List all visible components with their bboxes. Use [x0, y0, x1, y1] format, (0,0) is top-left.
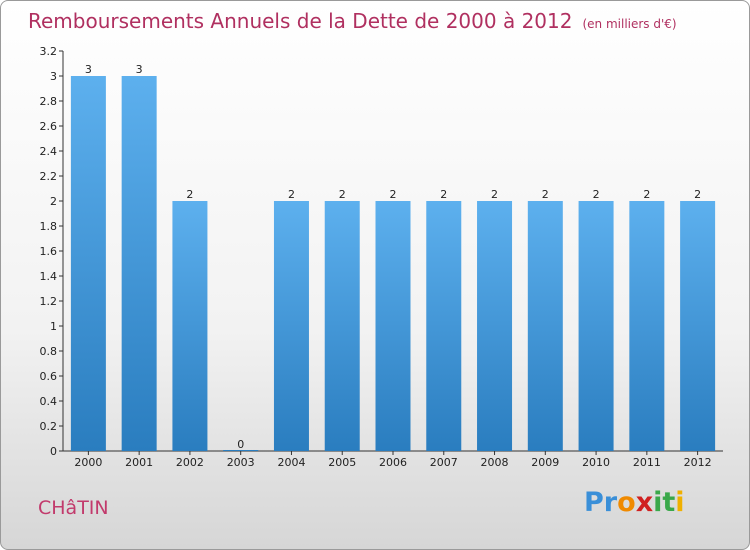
commune-name: CHâTIN	[38, 497, 109, 519]
bar	[70, 76, 106, 451]
y-tick-label: 1	[50, 320, 57, 333]
data-label: 2	[542, 188, 549, 201]
y-tick-label: 2.8	[40, 95, 58, 108]
data-label: 2	[694, 188, 701, 201]
data-label: 2	[288, 188, 295, 201]
y-tick-label: 2	[50, 195, 57, 208]
chart-title: Remboursements Annuels de la Dette de 20…	[28, 9, 677, 33]
bar	[375, 201, 411, 451]
y-tick-label: 1.4	[40, 270, 58, 283]
x-tick-label: 2000	[74, 456, 102, 469]
y-tick-label: 0	[50, 445, 57, 458]
data-label: 2	[440, 188, 447, 201]
logo-letter: x	[635, 487, 654, 518]
x-tick-label: 2009	[531, 456, 559, 469]
bar	[426, 201, 462, 451]
logo-letter: r	[603, 487, 618, 518]
bar	[578, 201, 614, 451]
y-tick-label: 2.4	[40, 145, 58, 158]
data-label: 2	[339, 188, 346, 201]
x-tick-label: 2004	[277, 456, 305, 469]
data-label: 3	[85, 63, 92, 76]
bar	[324, 201, 360, 451]
y-tick-label: 0.2	[40, 420, 58, 433]
bar	[680, 201, 716, 451]
y-tick-label: 1.8	[40, 220, 58, 233]
x-tick-label: 2012	[684, 456, 712, 469]
x-tick-label: 2001	[125, 456, 153, 469]
data-label: 0	[237, 438, 244, 451]
logo-letter: o	[617, 487, 636, 518]
y-tick-label: 0.6	[40, 370, 58, 383]
y-tick-label: 1.6	[40, 245, 58, 258]
logo-letter: i	[653, 487, 663, 518]
bar	[273, 201, 309, 451]
data-label: 2	[390, 188, 397, 201]
data-label: 3	[136, 63, 143, 76]
y-tick-label: 0.8	[40, 345, 58, 358]
x-tick-label: 2002	[176, 456, 204, 469]
x-tick-label: 2010	[582, 456, 610, 469]
y-tick-label: 1.2	[40, 295, 58, 308]
bar	[172, 201, 208, 451]
y-tick-label: 3.2	[40, 45, 58, 58]
y-tick-label: 2.2	[40, 170, 58, 183]
data-label: 2	[491, 188, 498, 201]
y-tick-label: 3	[50, 70, 57, 83]
logo-letter: t	[662, 487, 676, 518]
proxiti-logo: Proxiti	[584, 487, 685, 518]
data-label: 2	[186, 188, 193, 201]
x-tick-label: 2006	[379, 456, 407, 469]
data-label: 2	[643, 188, 650, 201]
bar	[121, 76, 157, 451]
x-tick-label: 2011	[633, 456, 661, 469]
bar	[629, 201, 665, 451]
y-tick-label: 0.4	[40, 395, 58, 408]
bar	[527, 201, 563, 451]
x-tick-label: 2007	[430, 456, 458, 469]
bar	[477, 201, 513, 451]
logo-letter: i	[675, 487, 685, 518]
chart-title-text: Remboursements Annuels de la Dette de 20…	[28, 9, 573, 33]
logo-letter: P	[584, 487, 604, 518]
data-label: 2	[593, 188, 600, 201]
x-tick-label: 2008	[481, 456, 509, 469]
y-tick-label: 2.6	[40, 120, 58, 133]
x-tick-label: 2005	[328, 456, 356, 469]
chart-subtitle: (en milliers d'€)	[582, 17, 677, 31]
x-tick-label: 2003	[227, 456, 255, 469]
